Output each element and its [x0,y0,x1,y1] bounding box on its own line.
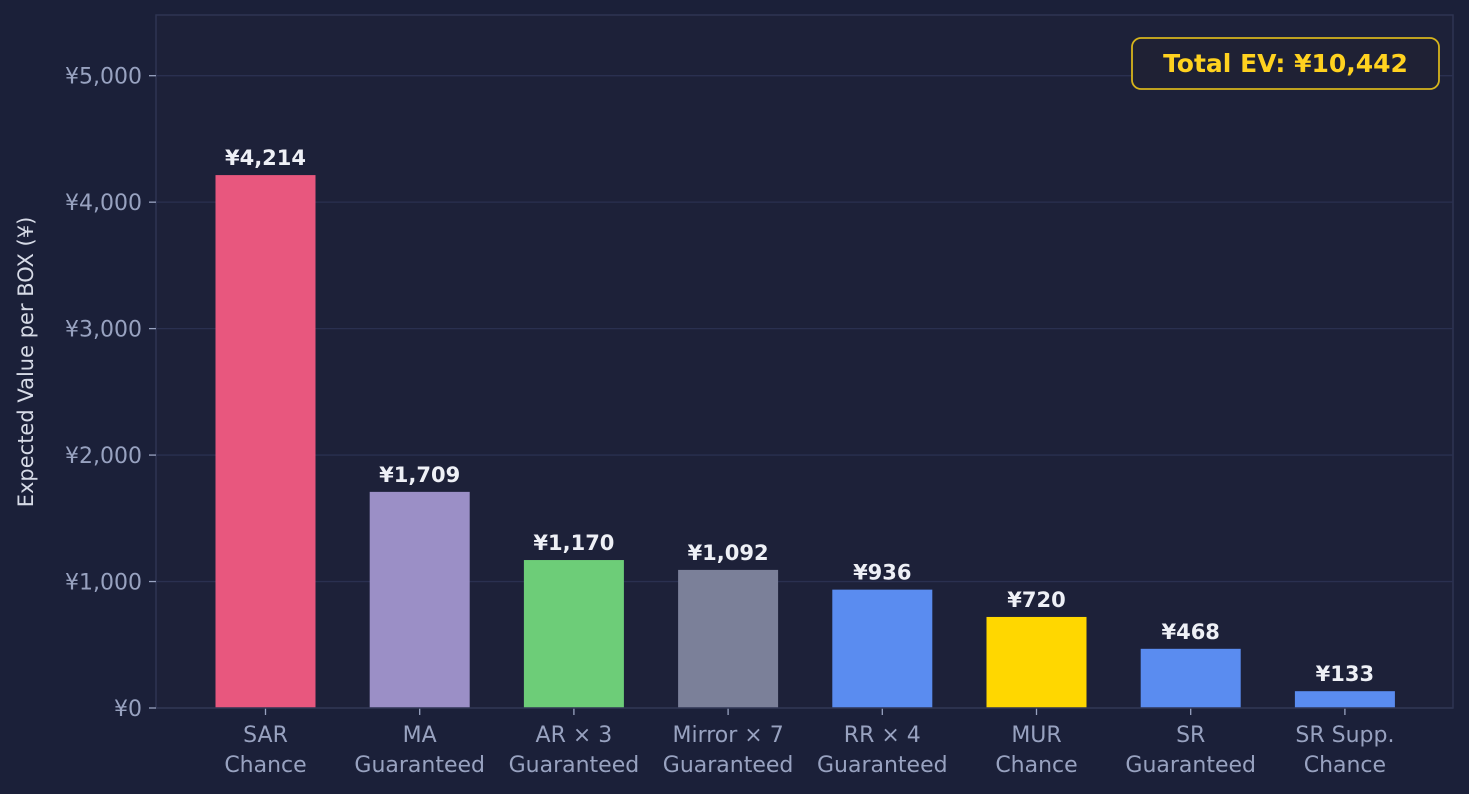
y-tick-label: ¥3,000 [65,318,142,343]
y-tick-label: ¥2,000 [65,444,142,469]
bar-value-label: ¥4,214 [225,146,306,170]
bar-value-label: ¥936 [853,561,911,585]
x-tick-label: MUR Chance [995,723,1077,778]
total-ev-box [1131,37,1440,90]
bar [369,491,470,708]
bar-value-label: ¥1,170 [533,531,614,555]
y-tick-label: ¥5,000 [65,65,142,90]
y-tick-label: ¥0 [114,697,142,722]
bar-value-label: ¥1,709 [379,463,460,487]
x-axis: SAR Chance MA Guaranteed AR × 3 Guaranteed Mir… [156,707,1453,778]
bar [523,560,624,708]
x-tick-label: SR Supp. Chance [1295,723,1394,778]
total-ev-text: Total EV: ¥10,442 [1163,49,1408,78]
x-tick-label: AR × 3 Guaranteed [509,723,640,778]
x-tick-label: SAR Chance [224,723,306,778]
plot-background [155,14,1454,709]
bar-value-label: ¥468 [1161,620,1219,644]
x-tick-label: SR Guaranteed [1125,723,1256,778]
x-tick-label: Mirror × 7 Guaranteed [663,723,794,778]
total-ev-annotation: Total EV: ¥10,442 [1131,37,1440,90]
x-tick-label: RR × 4 Guaranteed [817,723,948,778]
bar-value-label: ¥133 [1316,662,1374,686]
bar [1294,691,1395,708]
bar [832,589,933,708]
x-tick-label: MA Guaranteed [354,723,485,778]
y-axis: ¥0 ¥1,000 ¥2,000 ¥3,000 ¥4,000 ¥5,000 [65,65,156,722]
gridlines [156,75,1453,583]
bar [215,175,316,709]
y-tick-label: ¥1,000 [65,571,142,596]
bar [1140,648,1241,708]
bar-value-label: ¥1,092 [688,541,769,565]
bar-value-label: ¥720 [1007,588,1065,612]
y-tick-label: ¥4,000 [65,191,142,216]
bars: ¥4,214 ¥1,709 ¥1,170 ¥1,092 ¥936 ¥720 ¥468 ¥133 [215,146,1395,709]
bar [678,569,779,708]
bar [986,616,1087,708]
y-axis-label: Expected Value per BOX (¥) [14,217,38,508]
